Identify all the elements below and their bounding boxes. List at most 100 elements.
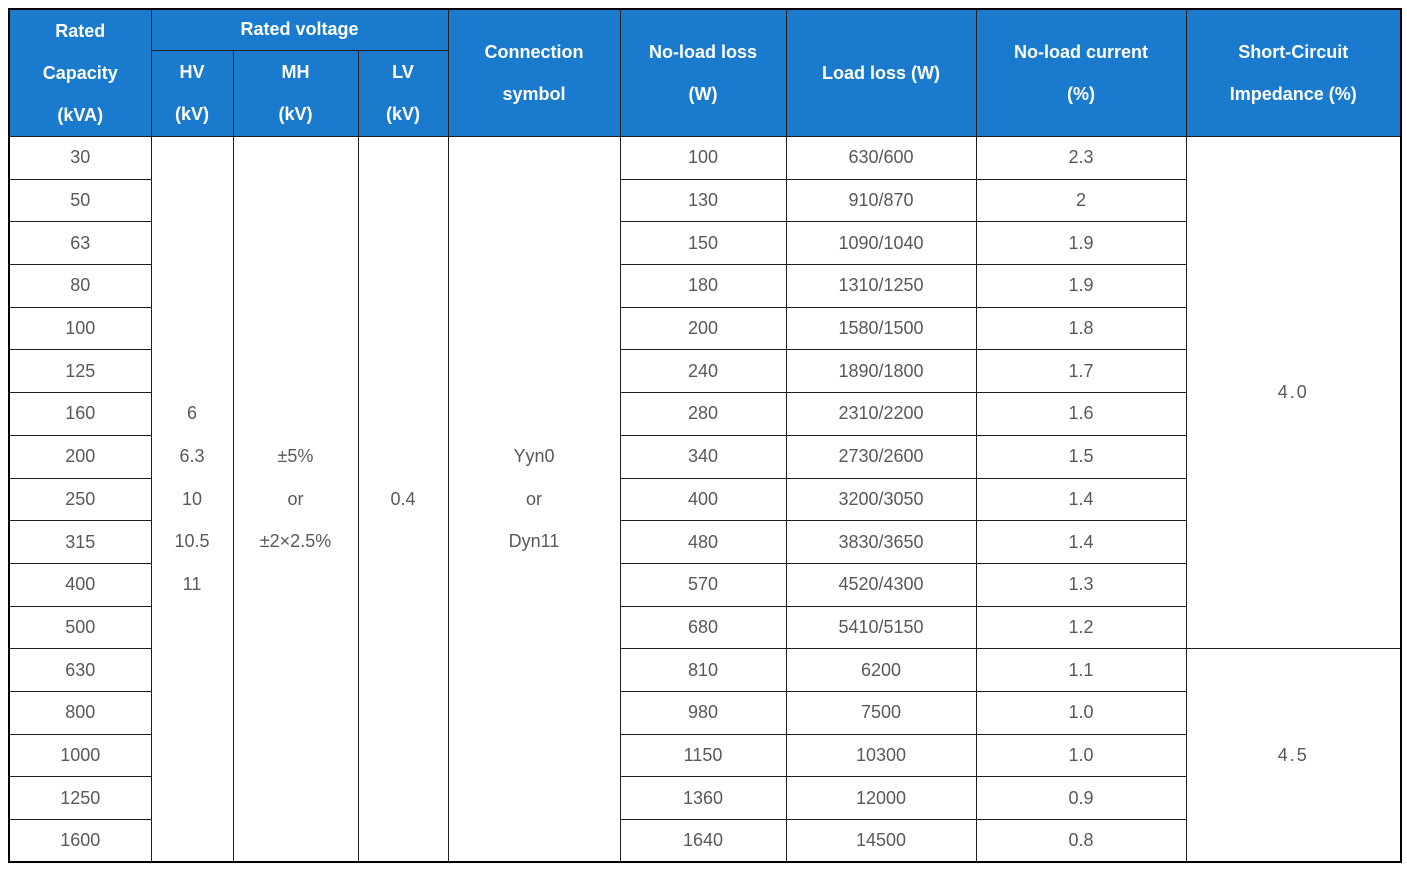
no-load-loss-cell: 810 (619, 648, 787, 692)
table-row: 1600 1640 14500 0.8 (8, 819, 1401, 863)
header-mh: MH (kV) (232, 49, 359, 138)
no-load-current-cell: 1.3 (975, 562, 1187, 607)
header-rated-voltage: Rated voltage (150, 8, 449, 51)
no-load-loss-cell: 570 (619, 562, 787, 607)
load-loss-cell: 4520/4300 (785, 562, 977, 607)
capacity-cell: 160 (8, 392, 152, 436)
header-rated-capacity: Rated Capacity (kVA) (8, 8, 152, 137)
header-short-circuit-impedance-line: Short-Circuit (1238, 42, 1349, 62)
mh-merged-cell-line: or (287, 488, 304, 509)
capacity-cell: 315 (8, 520, 152, 564)
no-load-loss-cell: 1640 (619, 819, 787, 863)
no-load-current-cell: 1.7 (975, 349, 1187, 394)
no-load-loss-cell: 200 (619, 306, 787, 351)
no-load-loss-cell: 1150 (619, 733, 787, 778)
header-no-load-current: No-load current (%) (975, 8, 1187, 137)
connection-merged-cell: Yyn0 or Dyn11 (447, 136, 621, 863)
capacity-cell: 200 (8, 434, 152, 479)
header-connection-symbol-line: Connection (484, 42, 584, 62)
no-load-current-cell: 1.4 (975, 520, 1187, 564)
load-loss-cell: 2310/2200 (785, 392, 977, 436)
capacity-cell: 250 (8, 477, 152, 522)
impedance-cell: 4.0 (1185, 135, 1402, 650)
header-no-load-loss: No-load loss (W) (619, 8, 787, 137)
header-no-load-loss-line: No-load loss (649, 42, 758, 62)
header-connection-symbol: Connection symbol (447, 8, 621, 137)
load-loss-cell: 1090/1040 (785, 221, 977, 266)
header-no-load-current-line: (%) (1067, 84, 1096, 104)
no-load-current-cell: 0.8 (975, 819, 1187, 863)
table-row: 500 680 5410/5150 1.2 (8, 605, 1401, 650)
load-loss-cell: 6200 (785, 648, 977, 692)
no-load-current-cell: 0.9 (975, 776, 1187, 820)
no-load-current-cell: 1.0 (975, 733, 1187, 778)
header-rated-capacity-line: (kVA) (57, 105, 104, 125)
capacity-cell: 1250 (8, 776, 152, 820)
capacity-cell: 1000 (8, 733, 152, 778)
mh-merged-cell-line: ±5% (277, 446, 314, 467)
no-load-current-cell: 1.9 (975, 221, 1187, 266)
no-load-loss-cell: 280 (619, 392, 787, 436)
no-load-current-cell: 1.4 (975, 477, 1187, 522)
table-row: 125 240 1890/1800 1.7 (8, 349, 1401, 394)
capacity-cell: 125 (8, 349, 152, 394)
table-row: 30 6 6.3 10 10.5 11 ±5% or ±2×2.5% 0.4 Yyn0 or Dyn11… (8, 135, 1402, 863)
table-row: 630 810 6200 1.1 4.5 (8, 648, 1402, 863)
load-loss-cell: 1310/1250 (785, 264, 977, 308)
load-loss-cell: 10300 (785, 733, 977, 778)
capacity-cell: 630 (8, 648, 152, 692)
connection-merged-cell-line: Dyn11 (508, 531, 560, 552)
capacity-cell: 80 (8, 264, 152, 308)
connection-merged-cell-line: Yyn0 (513, 446, 555, 467)
spec-table: Rated Capacity (kVA) Rated voltage Conne… (8, 8, 1403, 864)
no-load-loss-cell: 150 (619, 221, 787, 266)
no-load-loss-cell: 1360 (619, 776, 787, 820)
load-loss-cell: 1890/1800 (785, 349, 977, 394)
no-load-current-cell: 1.9 (975, 264, 1187, 308)
load-loss-cell: 14500 (785, 819, 977, 863)
capacity-cell: 30 (8, 136, 152, 180)
mh-merged-cell-line: ±2×2.5% (259, 531, 332, 552)
table-row: 315 480 3830/3650 1.4 (8, 520, 1401, 564)
header-lv-line: LV (392, 62, 414, 83)
no-load-current-cell: 1.8 (975, 306, 1187, 351)
capacity-cell: 63 (8, 221, 152, 266)
header-load-loss: Load loss (W) (785, 8, 977, 137)
table-header: Rated Capacity (kVA) Rated voltage Conne… (8, 8, 1402, 138)
load-loss-cell: 3830/3650 (785, 520, 977, 564)
header-connection-symbol-line: symbol (502, 84, 566, 104)
connection-merged-cell-line: or (526, 488, 543, 509)
table-row: 80 180 1310/1250 1.9 (8, 264, 1401, 308)
no-load-loss-cell: 680 (619, 605, 787, 650)
hv-merged-cell-line: 10 (181, 488, 203, 509)
no-load-loss-cell: 130 (619, 178, 787, 223)
header-short-circuit-impedance-line: Impedance (%) (1229, 84, 1357, 104)
hv-merged-cell-line: 6 (186, 403, 197, 424)
hv-merged-cell-line: 6.3 (179, 446, 205, 467)
capacity-cell: 100 (8, 306, 152, 351)
load-loss-cell: 5410/5150 (785, 605, 977, 650)
no-load-current-cell: 1.2 (975, 605, 1187, 650)
no-load-current-cell: 1.1 (975, 648, 1187, 692)
table-row: 1000 1150 10300 1.0 (8, 733, 1401, 778)
load-loss-cell: 1580/1500 (785, 306, 977, 351)
header-short-circuit-impedance: Short-Circuit Impedance (%) (1185, 8, 1402, 137)
header-mh-line: (kV) (278, 104, 313, 125)
no-load-loss-cell: 400 (619, 477, 787, 522)
header-no-load-current-line: No-load current (1014, 42, 1149, 62)
load-loss-cell: 12000 (785, 776, 977, 820)
no-load-loss-cell: 180 (619, 264, 787, 308)
no-load-loss-cell: 340 (619, 434, 787, 479)
capacity-cell: 800 (8, 690, 152, 735)
table-row: 160 280 2310/2200 1.6 (8, 392, 1401, 436)
lv-merged-cell: 0.4 (357, 136, 449, 863)
impedance-cell: 4.5 (1185, 648, 1402, 863)
capacity-cell: 50 (8, 178, 152, 223)
table-row: 100 200 1580/1500 1.8 (8, 306, 1401, 351)
table-row: 1250 1360 12000 0.9 (8, 776, 1401, 820)
header-hv: HV (kV) (150, 49, 234, 138)
capacity-cell: 1600 (8, 819, 152, 863)
no-load-current-cell: 1.0 (975, 690, 1187, 735)
spec-table-body: 30 6 6.3 10 10.5 11 ±5% or ±2×2.5% 0.4 Yyn0 or Dyn11… (8, 135, 1402, 863)
header-hv-line: HV (179, 62, 205, 83)
